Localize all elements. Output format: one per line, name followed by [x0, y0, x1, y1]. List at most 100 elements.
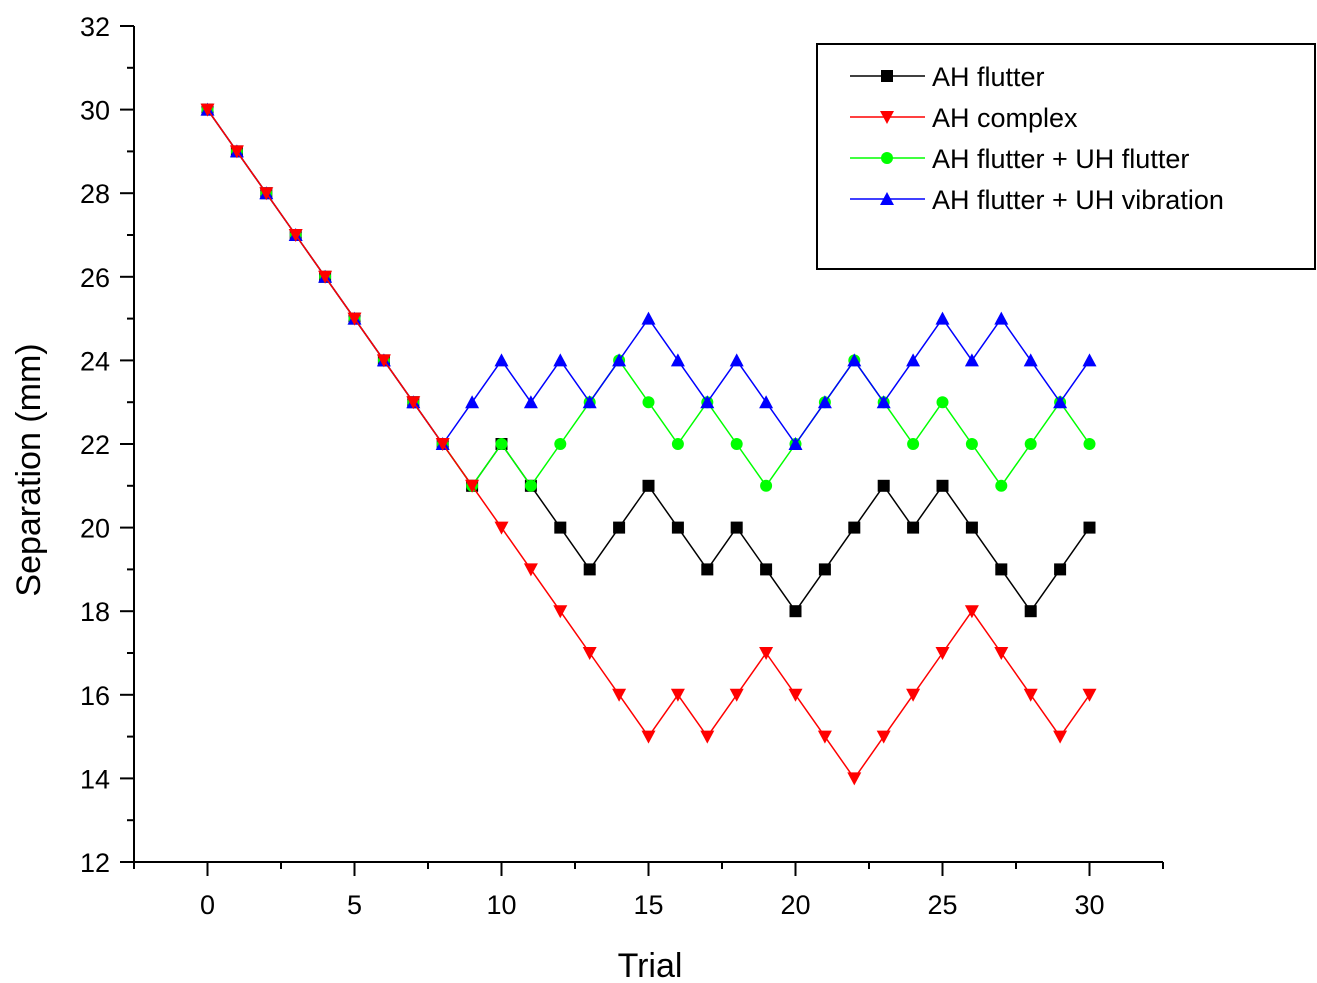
data-point	[965, 521, 978, 534]
data-point	[935, 311, 950, 325]
data-point	[553, 353, 568, 367]
data-point	[1053, 395, 1068, 409]
data-point	[817, 395, 832, 409]
data-point	[554, 521, 567, 534]
data-point	[936, 396, 949, 409]
data-point	[759, 395, 774, 409]
y-axis-label: Separation (mm)	[10, 343, 48, 596]
data-point	[1082, 353, 1097, 367]
data-point	[965, 438, 978, 450]
data-point	[906, 353, 921, 367]
data-point	[1053, 730, 1068, 744]
legend-entry-1: AH flutter	[850, 62, 1045, 92]
data-point	[994, 647, 1009, 660]
data-point	[995, 479, 1008, 492]
data-point	[553, 605, 568, 619]
x-tick-label: 25	[927, 890, 957, 920]
data-point	[259, 187, 274, 201]
x-tick-label: 30	[1074, 890, 1104, 920]
series-4	[200, 102, 1097, 450]
data-point	[789, 605, 802, 618]
data-point	[907, 438, 920, 450]
data-point	[613, 521, 626, 534]
data-point	[729, 353, 744, 367]
data-point	[612, 353, 627, 367]
data-point	[964, 353, 979, 367]
y-tick-label: 24	[80, 346, 110, 376]
data-point	[700, 395, 715, 409]
x-tick-label: 15	[633, 890, 663, 920]
data-point	[523, 395, 538, 409]
data-point	[935, 647, 950, 660]
legend-label: AH flutter + UH flutter	[932, 144, 1189, 174]
data-point	[406, 396, 421, 410]
y-tick-label: 30	[80, 96, 110, 126]
data-point	[1083, 438, 1096, 450]
legend-marker	[881, 152, 893, 164]
data-point	[818, 563, 831, 576]
y-tick-label: 14	[80, 764, 110, 794]
data-point	[877, 479, 890, 492]
data-point	[641, 311, 656, 325]
data-point	[347, 312, 362, 326]
x-tick-label: 5	[347, 890, 362, 920]
data-point	[847, 353, 862, 367]
data-point	[200, 103, 215, 117]
data-point	[701, 563, 714, 576]
y-tick-label: 26	[80, 263, 110, 293]
x-tick-label: 20	[780, 890, 810, 920]
y-tick-label: 28	[80, 179, 110, 209]
data-point	[1024, 605, 1037, 618]
data-point	[788, 688, 803, 702]
data-point	[964, 605, 979, 619]
legend-label: AH flutter + UH vibration	[932, 185, 1224, 215]
legend-frame	[816, 43, 1316, 270]
data-point	[730, 438, 743, 450]
data-point	[848, 521, 861, 534]
legend: AH flutter AH complex AH flutter + UH flut…	[816, 43, 1316, 270]
y-tick-label: 12	[80, 848, 110, 878]
data-point	[906, 688, 921, 702]
x-tick-label: 10	[486, 890, 516, 920]
legend-entry-4: AH flutter + UH vibration	[850, 185, 1224, 215]
data-point	[465, 395, 480, 409]
data-point	[642, 396, 655, 409]
series-layer	[200, 102, 1097, 786]
x-axis-label: Trial	[618, 947, 683, 983]
legend-marker	[880, 192, 894, 205]
data-point	[435, 438, 450, 451]
data-point	[288, 229, 303, 242]
y-tick-label: 32	[80, 12, 110, 42]
data-point	[1023, 688, 1038, 702]
data-point	[876, 395, 891, 409]
data-point	[847, 772, 862, 786]
data-point	[907, 521, 920, 534]
data-point	[376, 354, 391, 368]
legend-label: AH flutter	[932, 62, 1045, 92]
data-point	[936, 479, 949, 492]
data-point	[670, 688, 685, 702]
data-point	[229, 145, 244, 159]
data-point	[494, 521, 509, 535]
data-point	[524, 479, 537, 492]
data-point	[730, 521, 743, 534]
y-tick-label: 16	[80, 681, 110, 711]
data-point	[729, 688, 744, 702]
data-point	[671, 521, 684, 534]
data-point	[817, 730, 832, 744]
data-point	[670, 353, 685, 367]
legend-label: AH complex	[932, 103, 1078, 133]
data-point	[318, 270, 333, 284]
y-tick-label: 20	[80, 514, 110, 544]
data-point	[1024, 438, 1037, 450]
data-point	[583, 563, 596, 576]
x-tick-label: 0	[200, 890, 215, 920]
data-point	[760, 479, 773, 492]
data-point	[1023, 353, 1038, 367]
legend-marker	[880, 111, 894, 124]
legend-entry-2: AH complex	[850, 103, 1078, 133]
series-2	[200, 103, 1097, 786]
y-tick-label: 18	[80, 597, 110, 627]
data-point	[582, 647, 597, 660]
